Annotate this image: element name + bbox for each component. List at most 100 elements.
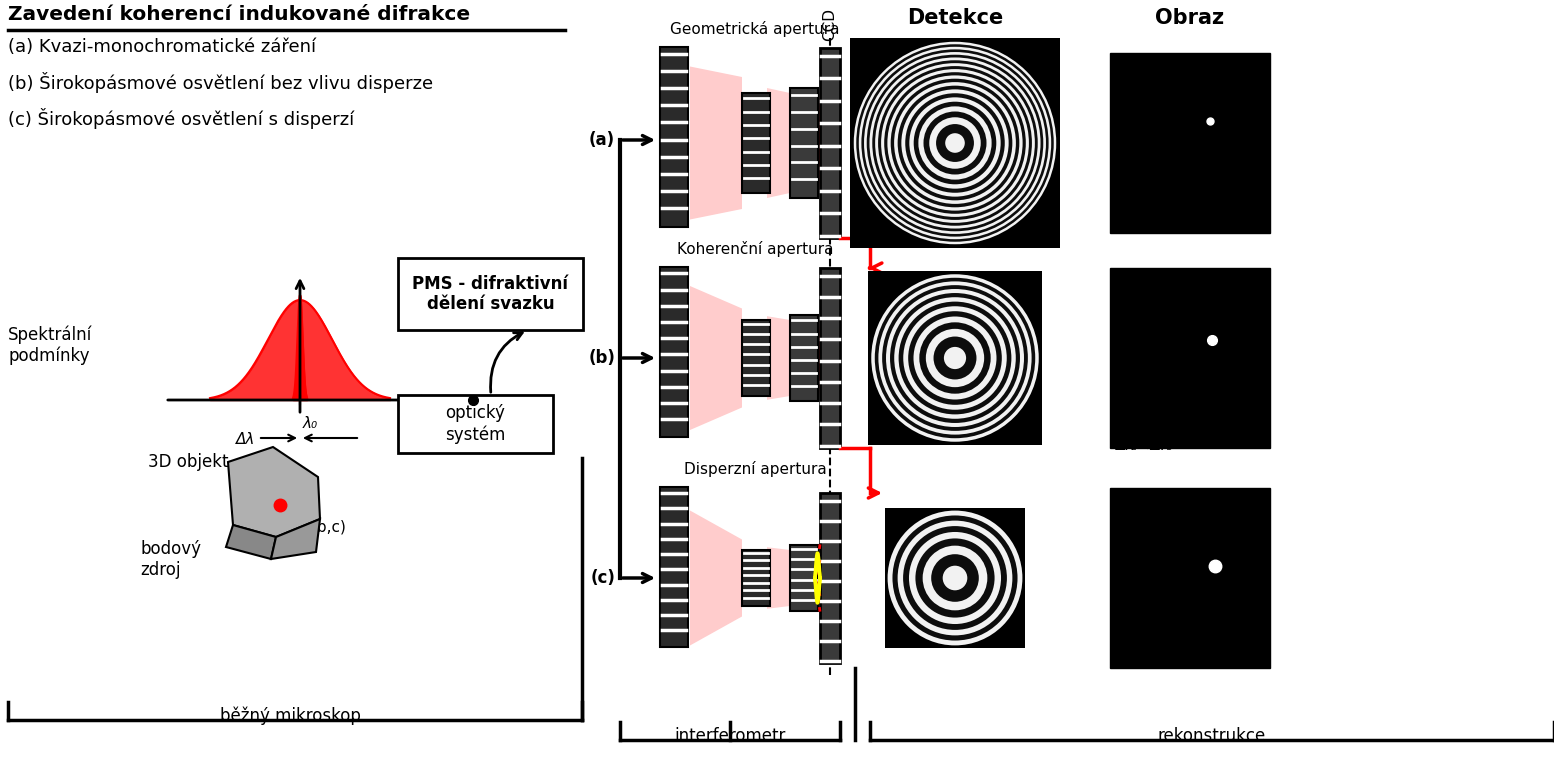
- Polygon shape: [768, 88, 789, 198]
- Text: CCD: CCD: [822, 8, 838, 41]
- Polygon shape: [814, 566, 821, 590]
- Text: (b) Širokopásmové osvětlení bez vlivu disperze: (b) Širokopásmové osvětlení bez vlivu di…: [8, 72, 434, 93]
- Text: 3D objekt: 3D objekt: [148, 453, 228, 471]
- Circle shape: [898, 86, 1012, 200]
- Circle shape: [894, 297, 1016, 419]
- Polygon shape: [814, 90, 821, 196]
- Polygon shape: [814, 318, 821, 398]
- Bar: [1110, 268, 1270, 448]
- Circle shape: [890, 79, 1019, 207]
- Circle shape: [878, 282, 1032, 434]
- Circle shape: [875, 278, 1035, 438]
- Bar: [741, 550, 769, 606]
- Text: Disperzní apertura: Disperzní apertura: [684, 461, 827, 477]
- Text: Geometrická apertura: Geometrická apertura: [670, 21, 839, 37]
- Circle shape: [903, 307, 1007, 410]
- Text: interferometr: interferometr: [674, 727, 786, 745]
- Bar: [884, 508, 1026, 648]
- Circle shape: [856, 44, 1054, 242]
- Bar: [660, 47, 688, 227]
- Polygon shape: [690, 290, 741, 358]
- Bar: [398, 258, 583, 330]
- Circle shape: [870, 274, 1040, 442]
- Circle shape: [872, 60, 1038, 225]
- Polygon shape: [690, 286, 741, 430]
- Bar: [821, 268, 841, 448]
- Polygon shape: [690, 71, 741, 143]
- Text: Spektrální
podmínky: Spektrální podmínky: [8, 325, 92, 365]
- Circle shape: [908, 311, 1002, 405]
- Bar: [660, 487, 688, 647]
- Circle shape: [934, 336, 976, 379]
- Circle shape: [881, 69, 1029, 217]
- Polygon shape: [814, 334, 821, 382]
- Circle shape: [887, 511, 1023, 645]
- Text: běžný mikroskop: běžný mikroskop: [219, 707, 361, 725]
- Bar: [789, 88, 817, 198]
- Circle shape: [909, 98, 1001, 189]
- Circle shape: [883, 285, 1027, 431]
- Text: Δr₁: Δr₁: [1120, 71, 1147, 89]
- Circle shape: [929, 117, 981, 168]
- Text: (b,c): (b,c): [312, 520, 347, 535]
- Bar: [660, 267, 688, 437]
- Text: λ: λ: [415, 412, 424, 430]
- Circle shape: [915, 538, 995, 618]
- Text: Δλ: Δλ: [236, 432, 255, 447]
- Circle shape: [923, 546, 987, 610]
- Circle shape: [903, 526, 1007, 630]
- Circle shape: [943, 347, 967, 369]
- Text: Δr₂: Δr₂: [1120, 286, 1147, 304]
- Text: (c) Širokopásmové osvětlení s disperzí: (c) Širokopásmové osvětlení s disperzí: [8, 108, 354, 129]
- Bar: [741, 320, 769, 396]
- Circle shape: [894, 82, 1016, 204]
- Text: Zavedení koherencí indukované difrakce: Zavedení koherencí indukované difrakce: [8, 5, 471, 24]
- Polygon shape: [690, 510, 741, 646]
- Text: bodový
zdroj: bodový zdroj: [140, 540, 200, 579]
- Bar: [741, 93, 769, 193]
- Polygon shape: [768, 316, 789, 400]
- Circle shape: [901, 90, 1009, 197]
- Text: (c): (c): [591, 569, 615, 587]
- Circle shape: [892, 516, 1018, 640]
- Text: (a): (a): [270, 465, 291, 480]
- Circle shape: [914, 317, 996, 399]
- Circle shape: [890, 293, 1019, 423]
- Circle shape: [869, 58, 1041, 229]
- Circle shape: [926, 329, 984, 387]
- Bar: [789, 545, 817, 611]
- Polygon shape: [814, 101, 821, 185]
- Circle shape: [918, 106, 991, 179]
- Circle shape: [887, 76, 1023, 211]
- Polygon shape: [768, 548, 789, 609]
- Polygon shape: [814, 122, 821, 164]
- Polygon shape: [814, 572, 821, 584]
- Circle shape: [923, 112, 987, 175]
- Bar: [789, 315, 817, 401]
- Circle shape: [931, 555, 979, 602]
- Polygon shape: [690, 358, 741, 426]
- Polygon shape: [814, 560, 821, 596]
- Polygon shape: [814, 326, 821, 390]
- Circle shape: [906, 94, 1005, 193]
- Text: λ₀: λ₀: [303, 416, 319, 431]
- Text: (b): (b): [587, 349, 615, 367]
- Bar: [1110, 53, 1270, 233]
- Polygon shape: [814, 350, 821, 366]
- Circle shape: [943, 566, 967, 590]
- Circle shape: [909, 532, 1001, 624]
- Circle shape: [884, 73, 1026, 214]
- Text: (a) Kvazi-monochromatické záření: (a) Kvazi-monochromatické záření: [8, 38, 315, 56]
- Polygon shape: [270, 519, 320, 559]
- Text: Obraz: Obraz: [1156, 8, 1225, 28]
- Circle shape: [886, 289, 1024, 427]
- Bar: [869, 271, 1043, 445]
- Polygon shape: [690, 66, 741, 219]
- Bar: [1110, 488, 1270, 668]
- Circle shape: [945, 133, 965, 153]
- Text: optický
systém: optický systém: [446, 404, 505, 444]
- Circle shape: [853, 42, 1057, 244]
- Circle shape: [867, 55, 1043, 232]
- Text: Δr₁<Δr₂: Δr₁<Δr₂: [1116, 218, 1173, 232]
- Bar: [821, 48, 841, 238]
